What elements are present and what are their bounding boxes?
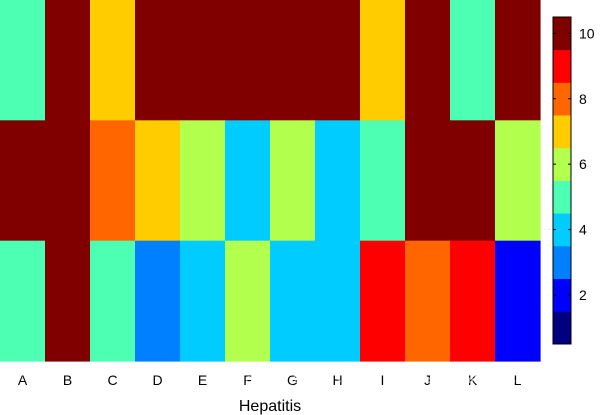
colorbar-segment-3 bbox=[553, 245, 571, 279]
heatmap-cell-f-1 bbox=[225, 0, 271, 121]
heatmap-cell-e-1 bbox=[180, 0, 226, 121]
column-label-c: C bbox=[107, 372, 117, 388]
colorbar-segment-9 bbox=[553, 49, 571, 83]
heatmap-cell-h-3 bbox=[315, 240, 361, 362]
heatmap-cell-b-3 bbox=[45, 240, 91, 362]
heatmap-cell-l-1 bbox=[495, 0, 541, 121]
colorbar-ticks: 2 4 6 8 10 bbox=[553, 25, 595, 303]
heatmap-cell-e-2 bbox=[180, 120, 226, 242]
column-label-a: A bbox=[18, 372, 28, 388]
heatmap-cells bbox=[0, 0, 541, 362]
heatmap-cell-c-1 bbox=[90, 0, 136, 121]
colorbar-segment-2 bbox=[553, 278, 571, 312]
heatmap-cell-j-3 bbox=[405, 240, 451, 362]
colorbar-tick-label-10: 10 bbox=[579, 25, 595, 41]
heatmap-cell-e-3 bbox=[180, 240, 226, 362]
heatmap-cell-d-2 bbox=[135, 120, 181, 242]
heatmap-cell-b-2 bbox=[45, 120, 91, 242]
column-label-l: L bbox=[514, 372, 522, 388]
heatmap-cell-g-2 bbox=[270, 120, 316, 242]
colorbar-segment-10 bbox=[553, 17, 571, 51]
heatmap-cell-i-2 bbox=[360, 120, 406, 242]
colorbar-segment-8 bbox=[553, 82, 571, 116]
column-labels: A B C D E F G H I J K L bbox=[18, 372, 522, 388]
heatmap-cell-a-3 bbox=[0, 240, 46, 362]
heatmap-cell-a-2 bbox=[0, 120, 46, 242]
heatmap-cell-f-2 bbox=[225, 120, 271, 242]
heatmap-cell-l-3 bbox=[495, 240, 541, 362]
colorbar-segment-7 bbox=[553, 115, 571, 149]
heatmap-cell-i-1 bbox=[360, 0, 406, 121]
colorbar-border bbox=[552, 16, 572, 345]
heatmap-cell-c-2 bbox=[90, 120, 136, 242]
heatmap-cell-g-3 bbox=[270, 240, 316, 362]
heatmap-cell-i-3 bbox=[360, 240, 406, 362]
column-label-f: F bbox=[243, 372, 252, 388]
heatmap-cell-k-2 bbox=[450, 120, 496, 242]
heatmap-cell-j-1 bbox=[405, 0, 451, 121]
column-label-i: I bbox=[381, 372, 385, 388]
heatmap-cell-l-2 bbox=[495, 120, 541, 242]
column-label-g: G bbox=[287, 372, 298, 388]
colorbar-segment-1 bbox=[553, 311, 571, 345]
heatmap-cell-j-2 bbox=[405, 120, 451, 242]
colorbar bbox=[552, 16, 572, 345]
colorbar-tick-label-8: 8 bbox=[579, 91, 587, 107]
colorbar-tick-label-6: 6 bbox=[579, 156, 587, 172]
heatmap-cell-c-3 bbox=[90, 240, 136, 362]
heatmap-cell-g-1 bbox=[270, 0, 316, 121]
heatmap-cell-d-3 bbox=[135, 240, 181, 362]
colorbar-segment-5 bbox=[553, 180, 571, 214]
heatmap-cell-f-3 bbox=[225, 240, 271, 362]
colorbar-segment-4 bbox=[553, 213, 571, 247]
heatmap-cell-k-1 bbox=[450, 0, 496, 121]
column-label-e: E bbox=[198, 372, 207, 388]
heatmap-cell-a-1 bbox=[0, 0, 46, 121]
watermark-line-1: On the Evaluation of Unsupervised Outlie… bbox=[245, 363, 605, 375]
colorbar-tick-label-4: 4 bbox=[579, 222, 587, 238]
column-label-k: K bbox=[468, 372, 478, 388]
x-axis-title: Hepatitis bbox=[239, 398, 301, 415]
colorbar-segment-6 bbox=[553, 147, 571, 181]
heatmap-cell-b-1 bbox=[45, 0, 91, 121]
heatmap-cell-h-2 bbox=[315, 120, 361, 242]
heatmap-cell-h-1 bbox=[315, 0, 361, 121]
heatmap-cell-d-1 bbox=[135, 0, 181, 121]
column-label-j: J bbox=[424, 372, 431, 388]
heatmap-cell-k-3 bbox=[450, 240, 496, 362]
column-label-h: H bbox=[332, 372, 342, 388]
watermark-line-2: Campos, Zimek, Sander, Campello, Micenko… bbox=[245, 374, 605, 386]
column-label-b: B bbox=[63, 372, 72, 388]
colorbar-tick-label-2: 2 bbox=[579, 287, 587, 303]
column-label-d: D bbox=[152, 372, 162, 388]
